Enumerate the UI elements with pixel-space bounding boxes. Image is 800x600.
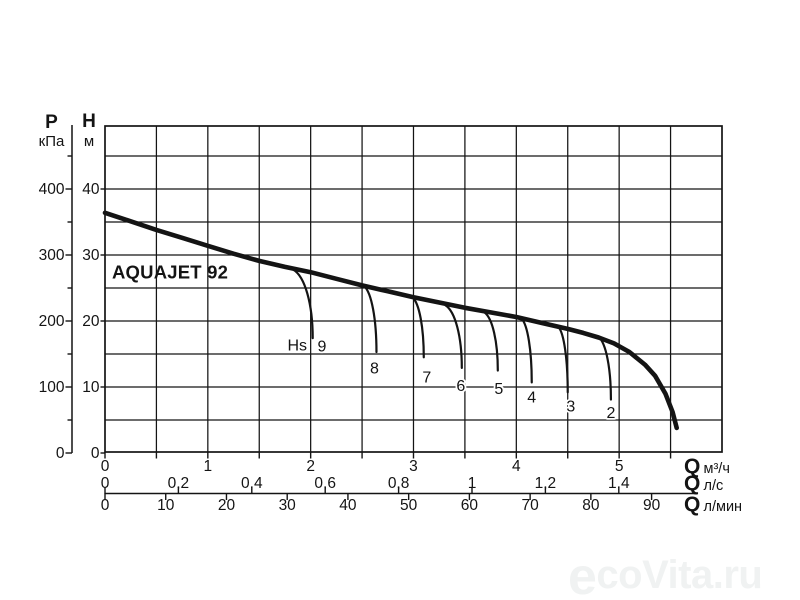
flow-lmin-label: 80	[582, 497, 600, 514]
q-symbol-row2: Q	[684, 472, 700, 495]
h-axis-tick-label: 0	[91, 445, 100, 462]
q-symbol-row3: Q	[684, 493, 700, 516]
h-axis-tick-label: 30	[82, 247, 100, 264]
p-axis-tick-label: 200	[39, 313, 65, 330]
hs-curve-label-3: 3	[566, 399, 575, 416]
p-axis-tick-label: 100	[39, 379, 65, 396]
hs-curve-9	[292, 268, 314, 340]
q-unit-row1: м³/ч	[704, 461, 730, 477]
hs-curve-7	[411, 296, 425, 359]
flow-ls-label: 1,4	[608, 475, 630, 492]
flow-lmin-label: 50	[400, 497, 418, 514]
p-axis-symbol: P	[45, 112, 58, 133]
flow-ls-label: 0,2	[168, 475, 190, 492]
hs-curve-label-5: 5	[494, 381, 503, 398]
watermark: ecoVita.ru	[568, 548, 763, 600]
hs-curve-6	[444, 304, 463, 369]
h-axis-unit: м	[84, 133, 94, 150]
h-axis-tick-label: 40	[82, 181, 100, 198]
flow-m3h-label: 0	[101, 458, 110, 475]
main-curve	[102, 210, 680, 431]
h-axis-symbol: H	[82, 111, 96, 132]
flow-m3h-label: 1	[204, 458, 213, 475]
p-axis-tick-label: 0	[56, 445, 65, 462]
hs-curve-label-7: 7	[422, 370, 431, 387]
hs-curve-label-9: 9	[318, 339, 327, 356]
hs-curve-label-8: 8	[370, 360, 379, 377]
hs-curve-2	[597, 335, 613, 401]
q-unit-row3: л/мин	[704, 499, 743, 515]
h-axis-tick-label: 10	[82, 379, 100, 396]
flow-lmin-label: 60	[461, 497, 479, 514]
flow-ls-label: 0,4	[241, 475, 263, 492]
flow-ls-label: 1,2	[535, 475, 557, 492]
flow-m3h-label: 2	[306, 458, 315, 475]
q-unit-row2: л/с	[704, 478, 724, 494]
flow-ls-label: 0,6	[314, 475, 336, 492]
hs-curve-4	[520, 317, 533, 384]
flow-lmin-label: 10	[157, 497, 175, 514]
flow-ls-label: 0,8	[388, 475, 410, 492]
hs-curve-5	[483, 311, 499, 372]
h-axis-tick-label: 20	[82, 313, 100, 330]
p-axis-tick-label: 400	[39, 181, 65, 198]
flow-ls-label: 0	[101, 475, 110, 492]
hs-curve-8	[363, 284, 378, 354]
flow-ls-label: 1	[468, 475, 477, 492]
hs-curve-label-4: 4	[527, 389, 536, 406]
flow-m3h-label: 4	[512, 458, 521, 475]
hs-label: Hs	[288, 337, 308, 354]
chart-title: AQUAJET 92	[112, 262, 228, 283]
flow-lmin-label: 70	[522, 497, 540, 514]
hs-curve-label-2: 2	[606, 405, 615, 422]
hs-curve-3	[557, 325, 569, 394]
p-axis-unit: кПа	[39, 133, 65, 150]
flow-m3h-label: 3	[409, 458, 418, 475]
hs-curve-label-6: 6	[456, 378, 465, 395]
p-axis-tick-label: 300	[39, 247, 65, 264]
q-symbol-row1: Q	[684, 455, 700, 478]
flow-lmin-label: 0	[101, 497, 110, 514]
flow-lmin-label: 40	[339, 497, 357, 514]
flow-lmin-label: 30	[279, 497, 297, 514]
flow-m3h-label: 5	[615, 458, 624, 475]
flow-lmin-label: 20	[218, 497, 236, 514]
flow-lmin-label: 90	[643, 497, 661, 514]
